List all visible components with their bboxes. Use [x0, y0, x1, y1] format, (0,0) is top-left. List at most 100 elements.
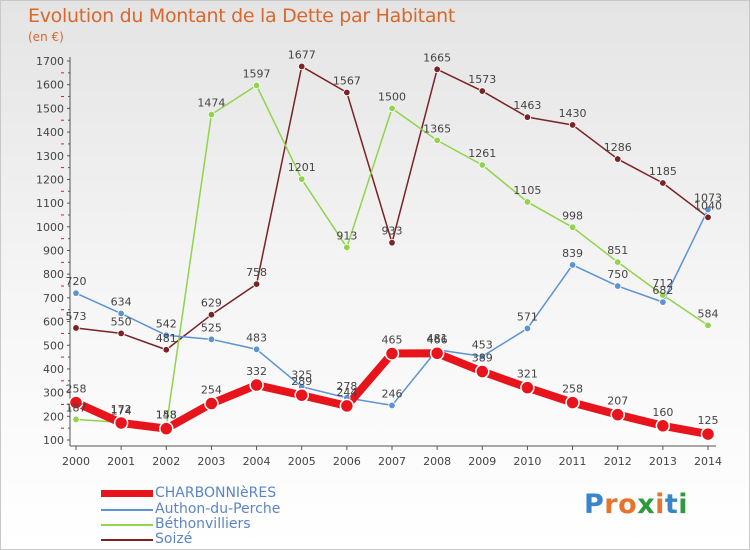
legend-label-charbonnieres: CHARBONNIèRES	[155, 485, 277, 501]
logo-letter: o	[618, 489, 638, 520]
data-label: 933	[382, 225, 403, 238]
data-label: 573	[66, 310, 87, 323]
x-tick-label: 2008	[423, 455, 451, 468]
y-tick-label: 300	[43, 387, 64, 400]
x-tick-label: 2002	[152, 455, 180, 468]
logo-letter: r	[604, 489, 619, 520]
x-tick-label: 2005	[288, 455, 316, 468]
data-label: 1463	[513, 99, 541, 112]
data-point	[429, 346, 445, 361]
data-label: 172	[111, 403, 132, 416]
data-label: 389	[472, 352, 493, 365]
data-label: 465	[382, 334, 403, 347]
x-tick-label: 2014	[694, 455, 722, 468]
data-label: 525	[201, 321, 222, 334]
data-point	[252, 345, 261, 353]
logo-letter: t	[664, 489, 679, 520]
data-point	[704, 213, 712, 222]
data-label: 1567	[333, 75, 361, 88]
y-tick-label: 600	[43, 316, 64, 329]
logo-letter: P	[584, 489, 605, 520]
data-point	[72, 289, 80, 297]
data-point	[565, 395, 580, 410]
data-point	[117, 329, 125, 338]
x-tick-label: 2003	[197, 455, 225, 468]
data-point	[294, 387, 309, 403]
data-label: 244	[336, 386, 357, 399]
data-label: 1573	[468, 73, 496, 86]
chart-title: Evolution du Montant de la Dette par Hab…	[28, 5, 456, 27]
data-label: 1474	[197, 97, 225, 110]
data-point	[68, 395, 84, 410]
y-tick-label: 1300	[36, 150, 64, 163]
data-point	[568, 121, 577, 129]
data-label: 542	[156, 317, 177, 330]
data-label: 1500	[378, 90, 406, 103]
y-tick-label: 800	[43, 268, 64, 281]
data-point	[659, 179, 667, 187]
y-tick-label: 1100	[36, 197, 64, 210]
data-label: 758	[246, 266, 267, 279]
data-label: 258	[66, 383, 87, 396]
data-label: 720	[66, 275, 87, 288]
y-tick-label: 100	[43, 434, 64, 447]
data-point	[520, 380, 535, 395]
data-point	[204, 396, 219, 411]
legend-swatch-charbonnieres	[101, 490, 153, 497]
data-point	[475, 364, 490, 379]
data-point	[384, 346, 400, 361]
data-label: 254	[201, 384, 222, 397]
data-point	[478, 87, 486, 95]
data-label: 1261	[468, 147, 496, 160]
data-label: 1105	[513, 184, 541, 197]
data-point	[523, 113, 532, 121]
data-point	[478, 352, 486, 361]
data-point	[162, 346, 170, 354]
series-points	[68, 62, 716, 442]
data-label: 453	[472, 338, 493, 351]
data-point	[207, 110, 216, 119]
logo-letter: i	[655, 489, 665, 520]
data-point	[72, 415, 80, 424]
data-labels: 573 550 481 629 758 1677 1567 933 1665 1573 1463 14…	[66, 48, 723, 427]
x-tick-label: 2000	[62, 455, 90, 468]
x-tick-label: 2013	[649, 455, 677, 468]
data-label: 634	[111, 296, 132, 309]
data-point	[388, 401, 396, 410]
data-label: 187	[66, 401, 87, 414]
y-tick-label: 1000	[36, 221, 64, 234]
data-label: 289	[291, 375, 312, 388]
y-tick-label: 700	[43, 292, 64, 305]
data-point	[162, 331, 170, 340]
data-label: 325	[291, 369, 312, 382]
chart-axes: 100 200 300 400 500 600 700 800 900 1000 1100 1200 1…	[36, 55, 722, 468]
data-point	[252, 81, 261, 90]
series-line-1	[75, 208, 709, 407]
data-label: 246	[382, 387, 403, 400]
data-point	[388, 104, 396, 113]
x-tick-label: 2012	[604, 455, 632, 468]
data-point	[704, 321, 712, 330]
data-label: 1677	[288, 48, 316, 61]
data-label: 160	[652, 406, 673, 419]
data-label: 998	[562, 209, 583, 222]
data-point	[343, 88, 351, 97]
x-tick-label: 2006	[333, 455, 361, 468]
data-point	[614, 282, 622, 290]
data-point	[433, 136, 441, 145]
y-tick-label: 1500	[36, 102, 64, 115]
data-label: 483	[246, 331, 267, 344]
data-point	[610, 407, 625, 422]
data-point	[343, 243, 351, 252]
data-label: 258	[562, 383, 583, 396]
data-label: 1201	[288, 161, 316, 174]
data-label: 481	[427, 332, 448, 345]
data-point	[113, 415, 129, 431]
data-label: 1286	[604, 141, 632, 154]
data-point	[207, 335, 216, 344]
data-label: 1040	[694, 199, 722, 212]
data-point	[700, 426, 716, 442]
legend-label-authon-du-perche: Authon-du-Perche	[155, 501, 281, 517]
legend-swatch-soize	[101, 539, 153, 541]
